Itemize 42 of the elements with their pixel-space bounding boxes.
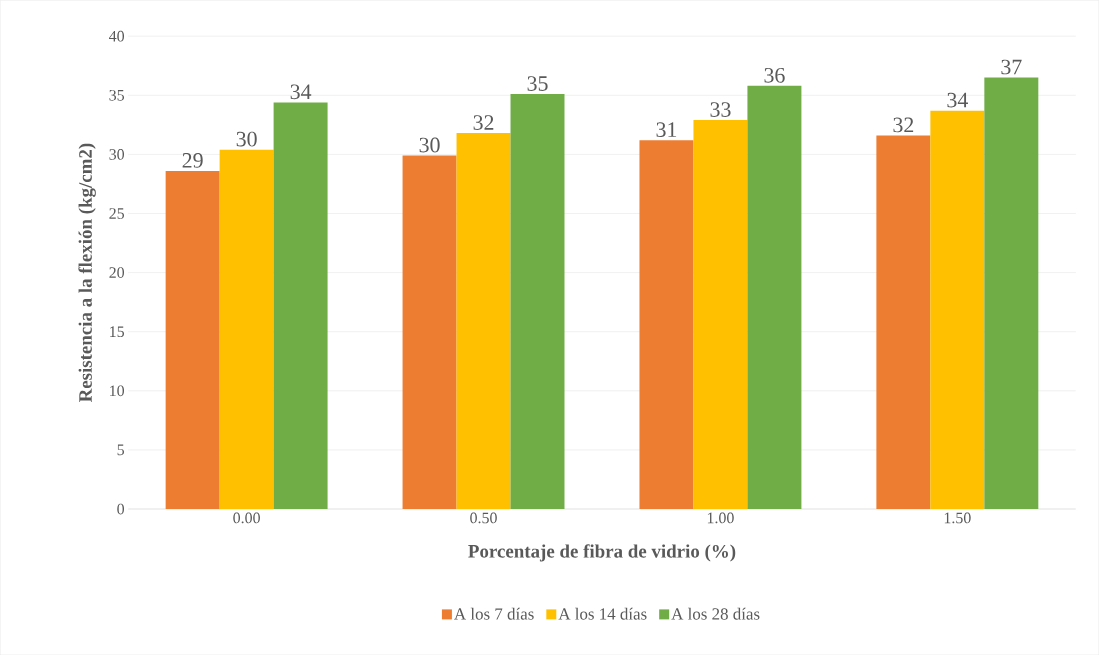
data-label: 36 — [764, 67, 785, 83]
legend-label: A los 28 días — [671, 607, 760, 620]
y-tick-label: 10 — [110, 385, 125, 397]
data-label: 32 — [893, 117, 914, 133]
y-tick-label: 20 — [109, 267, 125, 278]
y-tick-label: 40 — [109, 30, 125, 42]
y-tick-label: 5 — [117, 444, 125, 456]
data-label: 30 — [419, 137, 440, 153]
legend-label: A los 7 días — [454, 607, 534, 620]
x-axis-title: Porcentaje de fibra de vidrio (%) — [468, 544, 736, 562]
data-label: 31 — [656, 122, 677, 137]
data-label: 32 — [473, 115, 494, 130]
legend-label: A los 14 días — [558, 607, 647, 620]
y-tick-label: 0 — [117, 503, 125, 515]
data-label: 29 — [182, 152, 203, 168]
bar — [693, 120, 748, 509]
bar — [930, 110, 985, 509]
bar — [165, 170, 220, 509]
bar — [456, 133, 511, 509]
data-label: 33 — [710, 102, 731, 117]
x-tick-label: 1.50 — [944, 512, 971, 524]
bar — [747, 85, 802, 509]
x-tick-label: 0.00 — [233, 512, 260, 524]
bar — [273, 102, 328, 509]
y-tick-label: 15 — [110, 326, 125, 337]
data-label: 30 — [236, 131, 257, 147]
data-label: 35 — [527, 76, 548, 91]
bar — [219, 149, 274, 509]
x-tick-label: 0.50 — [470, 512, 497, 524]
y-tick-label: 30 — [109, 148, 125, 160]
y-tick-label: 25 — [109, 208, 125, 219]
data-label: 37 — [1001, 59, 1022, 75]
y-tick-label: 35 — [109, 89, 125, 101]
data-label: 34 — [947, 92, 968, 108]
bar — [639, 140, 694, 509]
bar — [876, 135, 931, 509]
x-tick-label: 1.00 — [707, 512, 734, 524]
y-axis-title: Resistencia a la flexión (kg/cm2) — [78, 143, 96, 402]
bar — [402, 155, 457, 509]
bar — [984, 77, 1039, 509]
data-label: 34 — [290, 84, 312, 100]
bar — [510, 94, 565, 509]
